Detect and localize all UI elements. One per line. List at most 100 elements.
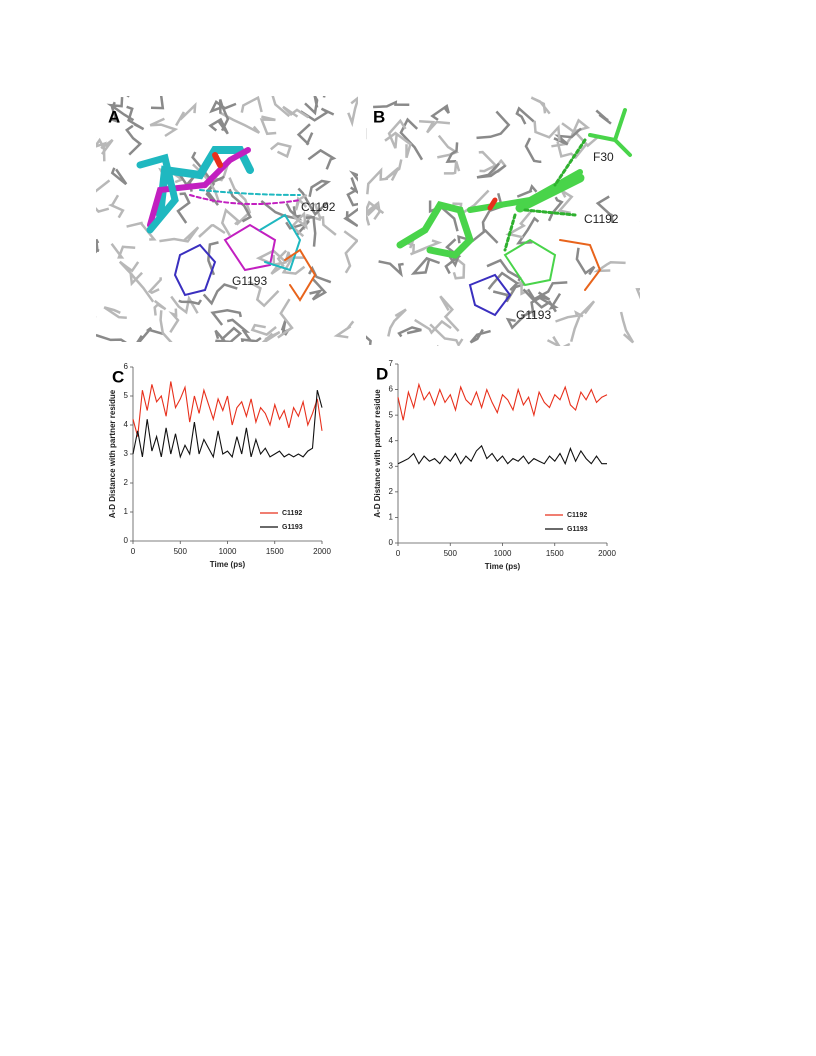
residue-stick xyxy=(271,96,291,118)
residue-stick xyxy=(106,97,135,122)
y-tick-label: 2 xyxy=(389,487,394,496)
residue-stick xyxy=(343,230,358,274)
residue-stick xyxy=(555,310,584,323)
annotation: G1193 xyxy=(516,308,551,322)
residue-stick xyxy=(492,283,524,303)
residue-stick xyxy=(118,260,140,277)
residue-stick xyxy=(546,336,571,346)
y-tick-label: 0 xyxy=(124,536,129,545)
residue-stick xyxy=(96,333,143,342)
y-axis-label: A-D Distance with partner residue xyxy=(373,389,382,518)
residue-stick xyxy=(505,208,534,239)
residue-stick xyxy=(366,167,389,195)
residue-stick xyxy=(202,283,238,306)
residue-stick xyxy=(515,106,535,125)
residue-stick xyxy=(297,187,329,217)
x-tick-label: 1000 xyxy=(219,547,237,556)
x-axis-label: Time (ps) xyxy=(210,560,246,569)
residue-stick xyxy=(476,162,507,179)
y-tick-label: 4 xyxy=(389,436,394,445)
molecule-image-a xyxy=(96,96,358,342)
residue-stick xyxy=(205,182,219,206)
residue-stick xyxy=(384,131,412,159)
residue-stick xyxy=(247,280,280,308)
residue-stick xyxy=(445,142,459,163)
residue-stick xyxy=(240,336,262,342)
residue-stick xyxy=(533,120,561,142)
y-tick-label: 3 xyxy=(124,449,129,458)
residue-stick xyxy=(168,308,180,333)
residue-stick xyxy=(125,124,143,156)
residue-stick xyxy=(387,118,407,149)
residue-stick xyxy=(378,260,404,278)
residue-stick xyxy=(397,326,422,338)
residue-stick xyxy=(595,195,614,223)
residue-stick xyxy=(444,238,462,275)
residue-stick xyxy=(147,277,162,295)
residue-stick xyxy=(443,161,461,175)
residue-stick xyxy=(96,179,111,214)
residue-stick xyxy=(305,215,317,247)
residue-stick xyxy=(322,96,326,98)
residue-stick xyxy=(198,224,226,238)
residue-stick xyxy=(208,117,229,135)
x-tick-label: 2000 xyxy=(598,549,616,558)
residue-stick xyxy=(220,207,241,237)
residue-stick xyxy=(226,318,252,341)
x-tick-label: 1500 xyxy=(266,547,284,556)
legend-label: C1192 xyxy=(567,512,587,519)
residue-stick xyxy=(126,221,157,241)
residue-stick xyxy=(313,203,337,236)
annotation: C1192 xyxy=(584,212,619,226)
residue-stick xyxy=(207,241,219,276)
residue-stick xyxy=(150,96,165,110)
panel-label: D xyxy=(376,364,388,383)
residue-stick xyxy=(346,177,358,207)
residue-stick xyxy=(110,167,128,186)
x-axis-label: Time (ps) xyxy=(485,562,521,571)
residue-stick xyxy=(153,299,167,316)
residue-stick xyxy=(159,310,173,342)
residue-stick xyxy=(429,323,464,346)
ligand-sticks-a xyxy=(136,146,317,302)
residue-stick xyxy=(96,316,97,318)
residue-stick xyxy=(178,299,203,306)
y-tick-label: 0 xyxy=(389,538,394,547)
x-tick-label: 1000 xyxy=(494,549,512,558)
residue-stick xyxy=(430,103,450,121)
x-tick-label: 1500 xyxy=(546,549,564,558)
residue-stick xyxy=(619,311,635,344)
y-tick-label: 5 xyxy=(124,391,129,400)
residue-stick xyxy=(547,196,564,222)
panel-label: C xyxy=(112,367,124,386)
legend-label: G1193 xyxy=(567,526,588,533)
residue-stick xyxy=(635,287,640,300)
residue-stick xyxy=(176,192,191,224)
annotation: F30 xyxy=(593,150,614,164)
annotation: G1193 xyxy=(232,274,267,288)
x-tick-label: 500 xyxy=(174,547,188,556)
residue-stick xyxy=(240,96,263,113)
series-line xyxy=(397,382,608,421)
ligand-sticks-b xyxy=(396,108,632,317)
residue-stick xyxy=(110,243,136,259)
residue-stick xyxy=(595,109,612,125)
y-tick-label: 2 xyxy=(124,478,129,487)
panel-label: B xyxy=(373,107,385,126)
residue-stick xyxy=(309,277,328,301)
residue-stick xyxy=(108,194,125,219)
residue-stick xyxy=(487,271,520,291)
y-tick-label: 1 xyxy=(124,507,129,516)
residue-stick xyxy=(270,249,288,275)
residue-stick xyxy=(259,115,277,136)
residue-stick xyxy=(228,177,252,226)
y-tick-label: 6 xyxy=(124,362,129,371)
residue-stick xyxy=(299,107,335,122)
residue-stick xyxy=(308,179,332,198)
residue-stick xyxy=(505,309,535,330)
residue-stick xyxy=(282,105,310,119)
residue-stick xyxy=(557,187,574,215)
series-line xyxy=(132,381,323,437)
residue-stick xyxy=(366,200,381,226)
residue-stick xyxy=(439,295,460,332)
